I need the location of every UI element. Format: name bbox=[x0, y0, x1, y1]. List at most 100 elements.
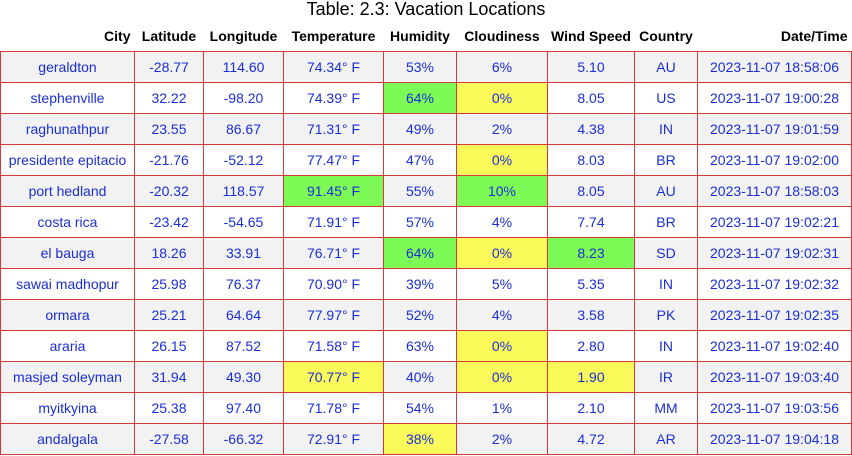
longitude-cell: 76.37 bbox=[203, 268, 284, 300]
temperature-cell: 71.91° F bbox=[283, 206, 384, 238]
wind-speed-cell: 2.10 bbox=[547, 392, 635, 424]
date-time-cell: 2023-11-07 19:02:35 bbox=[697, 299, 852, 331]
column-header-date-time: Date/Time bbox=[780, 28, 848, 44]
table-row: raghunathpur 23.55 86.67 71.31° F 49% 2% 4.38 I… bbox=[0, 113, 852, 145]
city-cell: ormara bbox=[0, 299, 135, 331]
latitude-cell: -21.76 bbox=[134, 144, 204, 176]
table-row: ormara 25.21 64.64 77.97° F 52% 4% 3.58 PK 2023-… bbox=[0, 299, 852, 331]
cloudiness-cell: 0% bbox=[456, 144, 548, 176]
latitude-cell: 23.55 bbox=[134, 113, 204, 145]
city-cell: andalgala bbox=[0, 423, 135, 455]
header-row: City Latitude Longitude Temperature Humi… bbox=[1, 21, 852, 52]
table-row: sawai madhopur 25.98 76.37 70.90° F 39% 5% 5.3… bbox=[0, 268, 852, 300]
wind-speed-cell: 8.05 bbox=[547, 175, 635, 207]
city-cell: el bauga bbox=[0, 237, 135, 269]
cloudiness-cell: 10% bbox=[456, 175, 548, 207]
column-header-country: Country bbox=[639, 28, 693, 44]
longitude-cell: 87.52 bbox=[203, 330, 284, 362]
column-header-humidity: Humidity bbox=[390, 28, 450, 44]
wind-speed-cell: 2.80 bbox=[547, 330, 635, 362]
longitude-cell: 97.40 bbox=[203, 392, 284, 424]
latitude-cell: 25.38 bbox=[134, 392, 204, 424]
date-time-cell: 2023-11-07 19:03:40 bbox=[697, 361, 852, 393]
temperature-cell: 74.34° F bbox=[283, 51, 384, 83]
table-row: araria 26.15 87.52 71.58° F 63% 0% 2.80 IN 2023-… bbox=[0, 330, 852, 362]
column-header-latitude: Latitude bbox=[141, 28, 197, 44]
cloudiness-cell: 2% bbox=[456, 423, 548, 455]
temperature-cell: 77.47° F bbox=[283, 144, 384, 176]
column-header-cloudiness: Cloudiness bbox=[464, 28, 540, 44]
humidity-cell: 38% bbox=[383, 423, 457, 455]
city-cell: myitkyina bbox=[0, 392, 135, 424]
wind-speed-cell: 8.23 bbox=[547, 237, 635, 269]
wind-speed-cell: 4.38 bbox=[547, 113, 635, 145]
cloudiness-cell: 0% bbox=[456, 237, 548, 269]
wind-speed-cell: 5.35 bbox=[547, 268, 635, 300]
latitude-cell: 18.26 bbox=[134, 237, 204, 269]
country-cell: IN bbox=[634, 268, 698, 300]
table-row: el bauga 18.26 33.91 76.71° F 64% 0% 8.23 SD 202… bbox=[0, 237, 852, 269]
latitude-cell: 26.15 bbox=[134, 330, 204, 362]
temperature-cell: 70.90° F bbox=[283, 268, 384, 300]
longitude-cell: 86.67 bbox=[203, 113, 284, 145]
table-row: masjed soleyman 31.94 49.30 70.77° F 40% 0% 1.… bbox=[0, 361, 852, 393]
latitude-cell: 25.98 bbox=[134, 268, 204, 300]
humidity-cell: 64% bbox=[383, 82, 457, 114]
date-time-cell: 2023-11-07 19:02:31 bbox=[697, 237, 852, 269]
longitude-cell: 49.30 bbox=[203, 361, 284, 393]
date-time-cell: 2023-11-07 19:04:18 bbox=[697, 423, 852, 455]
date-time-cell: 2023-11-07 19:02:00 bbox=[697, 144, 852, 176]
city-cell: sawai madhopur bbox=[0, 268, 135, 300]
date-time-cell: 2023-11-07 19:03:56 bbox=[697, 392, 852, 424]
latitude-cell: -20.32 bbox=[134, 175, 204, 207]
cloudiness-cell: 2% bbox=[456, 113, 548, 145]
humidity-cell: 49% bbox=[383, 113, 457, 145]
cloudiness-cell: 4% bbox=[456, 299, 548, 331]
temperature-cell: 72.91° F bbox=[283, 423, 384, 455]
humidity-cell: 52% bbox=[383, 299, 457, 331]
cloudiness-cell: 4% bbox=[456, 206, 548, 238]
column-header-longitude: Longitude bbox=[209, 28, 278, 44]
latitude-cell: 32.22 bbox=[134, 82, 204, 114]
longitude-cell: 33.91 bbox=[203, 237, 284, 269]
wind-speed-cell: 8.05 bbox=[547, 82, 635, 114]
humidity-cell: 55% bbox=[383, 175, 457, 207]
temperature-cell: 74.39° F bbox=[283, 82, 384, 114]
table-row: stephenville 32.22 -98.20 74.39° F 64% 0% 8.05… bbox=[0, 82, 852, 114]
table-body: geraldton -28.77 114.60 74.34° F 53% 6% 5.10 AU… bbox=[0, 51, 852, 455]
longitude-cell: -54.65 bbox=[203, 206, 284, 238]
date-time-cell: 2023-11-07 18:58:03 bbox=[697, 175, 852, 207]
country-cell: AU bbox=[634, 175, 698, 207]
country-cell: MM bbox=[634, 392, 698, 424]
temperature-cell: 71.78° F bbox=[283, 392, 384, 424]
cloudiness-cell: 0% bbox=[456, 361, 548, 393]
humidity-cell: 54% bbox=[383, 392, 457, 424]
country-cell: IN bbox=[634, 113, 698, 145]
longitude-cell: 114.60 bbox=[203, 51, 284, 83]
latitude-cell: -28.77 bbox=[134, 51, 204, 83]
wind-speed-cell: 3.58 bbox=[547, 299, 635, 331]
date-time-cell: 2023-11-07 19:02:32 bbox=[697, 268, 852, 300]
cloudiness-cell: 5% bbox=[456, 268, 548, 300]
table-row: costa rica -23.42 -54.65 71.91° F 57% 4% 7.74 B… bbox=[0, 206, 852, 238]
country-cell: BR bbox=[634, 144, 698, 176]
city-cell: raghunathpur bbox=[0, 113, 135, 145]
date-time-cell: 2023-11-07 19:02:21 bbox=[697, 206, 852, 238]
cloudiness-cell: 0% bbox=[456, 330, 548, 362]
country-cell: IR bbox=[634, 361, 698, 393]
temperature-cell: 91.45° F bbox=[283, 175, 384, 207]
table-caption: Table: 2.3: Vacation Locations bbox=[306, 0, 546, 19]
table-row: geraldton -28.77 114.60 74.34° F 53% 6% 5.10 AU… bbox=[0, 51, 852, 83]
table-row: port hedland -20.32 118.57 91.45° F 55% 10% 8.… bbox=[0, 175, 852, 207]
longitude-cell: 64.64 bbox=[203, 299, 284, 331]
longitude-cell: -98.20 bbox=[203, 82, 284, 114]
humidity-cell: 47% bbox=[383, 144, 457, 176]
cloudiness-cell: 0% bbox=[456, 82, 548, 114]
latitude-cell: -23.42 bbox=[134, 206, 204, 238]
latitude-cell: -27.58 bbox=[134, 423, 204, 455]
city-cell: port hedland bbox=[0, 175, 135, 207]
temperature-cell: 71.31° F bbox=[283, 113, 384, 145]
cloudiness-cell: 1% bbox=[456, 392, 548, 424]
column-header-temperature: Temperature bbox=[291, 28, 376, 44]
country-cell: SD bbox=[634, 237, 698, 269]
